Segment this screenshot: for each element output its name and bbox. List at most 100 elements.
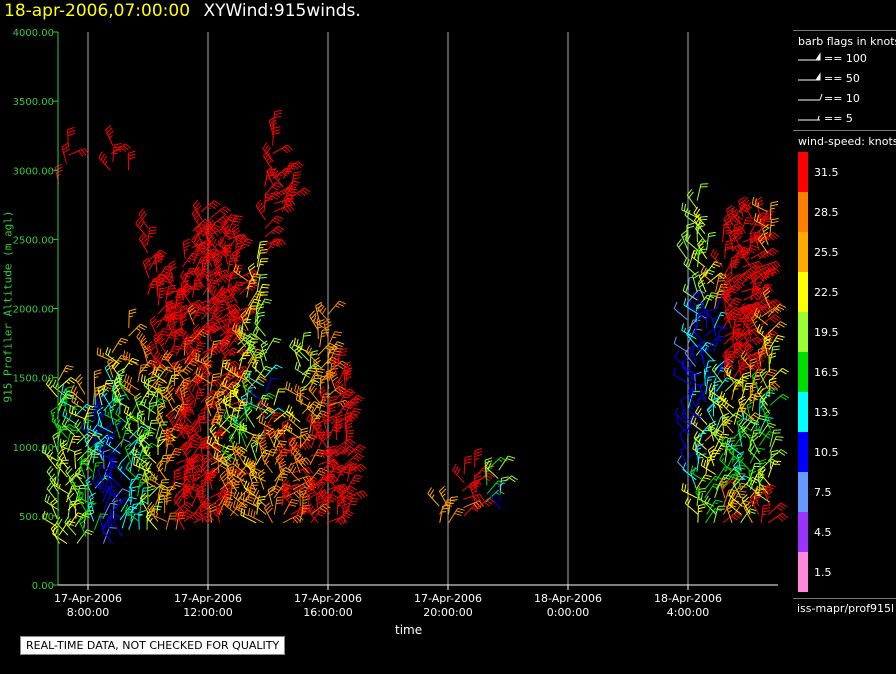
wind-barb — [679, 428, 688, 450]
barb-half — [281, 472, 286, 475]
barb-half — [159, 467, 164, 472]
wind-barb — [203, 246, 213, 268]
barb-full — [105, 346, 109, 355]
barb-half — [719, 438, 724, 441]
barb-half — [196, 249, 201, 252]
barb-full — [260, 249, 268, 251]
barb-full — [208, 472, 216, 477]
wind-barb — [231, 467, 247, 484]
barb-half — [159, 494, 165, 496]
barb-full — [228, 329, 235, 336]
barb-full — [138, 333, 144, 340]
barb-full — [231, 467, 235, 475]
barb-full — [343, 484, 349, 491]
barb-full — [217, 431, 224, 436]
barb-full — [174, 385, 180, 392]
barb-half — [311, 408, 314, 413]
barb-full — [232, 381, 240, 386]
barb-full — [187, 397, 194, 403]
barb-full — [335, 414, 343, 419]
barb-half — [272, 241, 276, 246]
barb-full — [287, 193, 295, 196]
wind-barb — [138, 233, 149, 254]
wind-barb — [41, 444, 58, 462]
barb-half — [711, 266, 716, 269]
barb-full — [101, 523, 107, 531]
wind-barb — [102, 514, 122, 528]
barb-full — [153, 350, 159, 357]
barb-full — [709, 448, 716, 454]
wind-barb — [233, 264, 249, 282]
barb-full — [234, 458, 239, 466]
barb-full — [100, 153, 106, 161]
barb-full — [196, 204, 202, 211]
barb-staff — [688, 315, 702, 329]
wind-barb — [85, 475, 94, 497]
wind-barb — [128, 513, 143, 530]
barb-half — [299, 390, 302, 395]
barb-full — [352, 479, 360, 483]
barb-half — [127, 499, 133, 502]
barb-half — [216, 344, 220, 349]
barb-full — [256, 398, 263, 406]
barb-full — [511, 475, 518, 481]
barb-half — [157, 400, 162, 404]
barb-full — [214, 447, 222, 452]
barb-full — [321, 391, 328, 398]
wind-barb — [74, 403, 94, 417]
barb-full — [221, 444, 226, 452]
barb-half — [322, 396, 327, 400]
wind-barb — [697, 238, 708, 259]
barb-full — [182, 422, 188, 430]
barb-full — [227, 299, 235, 304]
barb-full — [179, 315, 187, 321]
barb-half — [153, 367, 158, 371]
wind-barb — [335, 411, 344, 432]
barb-half — [281, 414, 286, 418]
barb-full — [715, 499, 723, 503]
barb-half — [131, 489, 136, 492]
wind-barb — [164, 269, 177, 290]
barb-full — [196, 391, 205, 394]
barb-full — [212, 238, 217, 246]
barb-full — [113, 362, 119, 370]
barb-half — [113, 152, 118, 155]
barb-half — [66, 381, 70, 385]
barb-full — [48, 451, 54, 459]
barb-full — [291, 498, 299, 502]
barb-full — [704, 474, 712, 478]
barb-full — [489, 489, 496, 496]
barb-full — [291, 439, 296, 447]
barb-full — [317, 367, 325, 371]
wind-barb — [191, 234, 204, 254]
barb-full — [439, 485, 445, 492]
barb-full — [226, 500, 231, 508]
barb-full — [211, 299, 217, 306]
wind-barb — [264, 407, 285, 420]
barb-full — [223, 246, 231, 252]
wind-barb — [200, 200, 221, 213]
barb-full — [192, 199, 199, 206]
wind-barb — [687, 387, 698, 409]
wind-barb — [332, 354, 341, 375]
barb-full — [143, 375, 146, 383]
barb-full — [135, 217, 140, 225]
barb-full — [150, 318, 157, 324]
wind-barb — [692, 441, 708, 459]
barb-full — [280, 450, 288, 455]
barb-full — [196, 394, 204, 397]
barb-full — [129, 308, 137, 312]
barb-full — [202, 464, 208, 471]
barb-half — [196, 218, 200, 222]
barb-full — [241, 325, 244, 334]
barb-half — [78, 381, 83, 386]
barb-full — [325, 496, 333, 502]
barb-full — [222, 345, 229, 352]
barb-full — [49, 473, 56, 480]
wind-barb — [289, 437, 302, 457]
barb-half — [159, 411, 164, 416]
barb-full — [232, 227, 240, 233]
barb-half — [57, 424, 61, 429]
wind-barb — [53, 477, 69, 495]
barb-full — [274, 411, 282, 415]
